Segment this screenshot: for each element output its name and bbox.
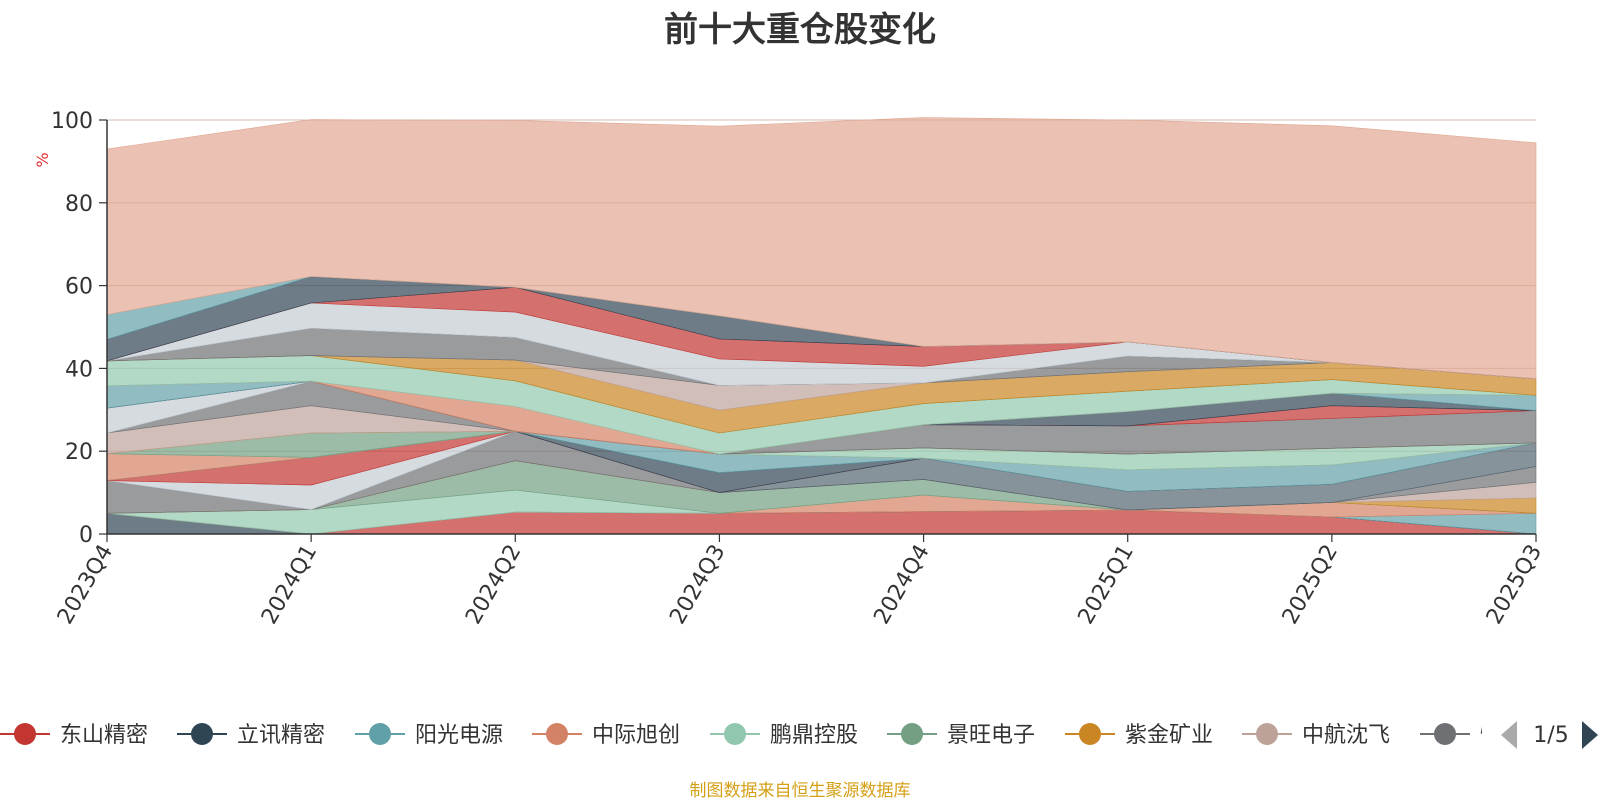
legend-prev-page-icon[interactable] [1501, 721, 1517, 749]
legend-item-7[interactable]: 中航沈飞 [1242, 723, 1390, 748]
legend-marker-icon [191, 723, 213, 745]
legend-label: 中际旭创 [592, 723, 680, 748]
legend-label: 阳光电源 [415, 723, 503, 748]
source-note: 制图数据来自恒生聚源数据库 [689, 781, 911, 801]
area-series-36 [106, 117, 1537, 380]
y-axis-label: % [33, 152, 52, 167]
legend-marker-icon [14, 723, 36, 745]
legend-item-4[interactable]: 鹏鼎控股 [710, 723, 858, 748]
legend-label: 立讯精密 [237, 723, 325, 748]
legend-item-6[interactable]: 紫金矿业 [1065, 723, 1213, 748]
y-tick-label-5: 100 [51, 109, 93, 134]
x-tick-label-0: 2023Q4 [53, 541, 118, 629]
legend-marker-icon [1434, 723, 1456, 745]
legend-marker-icon [1079, 723, 1101, 745]
y-tick-label-0: 0 [79, 523, 93, 548]
legend-label: 中航沈飞 [1302, 723, 1390, 748]
legend-page-indicator: 1/5 [1533, 723, 1568, 748]
x-tick-label-6: 2025Q2 [1278, 541, 1343, 629]
legend-item-3[interactable]: 中际旭创 [532, 723, 680, 748]
legend-item-2[interactable]: 阳光电源 [355, 723, 503, 748]
chart-title: 前十大重仓股变化 [664, 10, 936, 50]
y-tick-label-2: 40 [65, 357, 93, 382]
legend-label: 东山精密 [60, 723, 148, 748]
legend-label: 鹏鼎控股 [770, 723, 858, 748]
legend-marker-icon [369, 723, 391, 745]
legend-item-5[interactable]: 景旺电子 [887, 723, 1035, 748]
legend-item-1[interactable]: 立讯精密 [177, 723, 325, 748]
legend-label: 景旺电子 [947, 723, 1035, 748]
legend-items: 东山精密 立讯精密 阳光电源 中际旭创 鹏鼎控股 景旺电子 紫金矿业 中航沈飞 恒玄科技 [0, 723, 1568, 748]
legend-marker-icon [901, 723, 923, 745]
y-tick-label-1: 20 [65, 440, 93, 465]
x-tick-label-7: 2025Q3 [1482, 541, 1547, 629]
legend-item-0[interactable]: 东山精密 [0, 723, 148, 748]
stacked-area-series [106, 117, 1537, 535]
x-tick-label-5: 2025Q1 [1074, 541, 1139, 629]
legend-marker-icon [724, 723, 746, 745]
x-tick-label-1: 2024Q1 [257, 541, 322, 629]
x-tick-label-4: 2024Q4 [869, 541, 934, 629]
y-tick-label-3: 60 [65, 275, 93, 300]
legend-marker-icon [1256, 723, 1278, 745]
legend-marker-icon [546, 723, 568, 745]
legend-label: 紫金矿业 [1125, 723, 1213, 748]
x-tick-label-3: 2024Q3 [665, 541, 730, 629]
x-tick-label-2: 2024Q2 [461, 541, 526, 629]
legend-item-8[interactable]: 恒玄科技 [1420, 723, 1568, 748]
legend-label: 恒玄科技 [1480, 723, 1568, 748]
y-tick-label-4: 80 [65, 192, 93, 217]
legend-next-page-icon[interactable] [1582, 721, 1598, 749]
